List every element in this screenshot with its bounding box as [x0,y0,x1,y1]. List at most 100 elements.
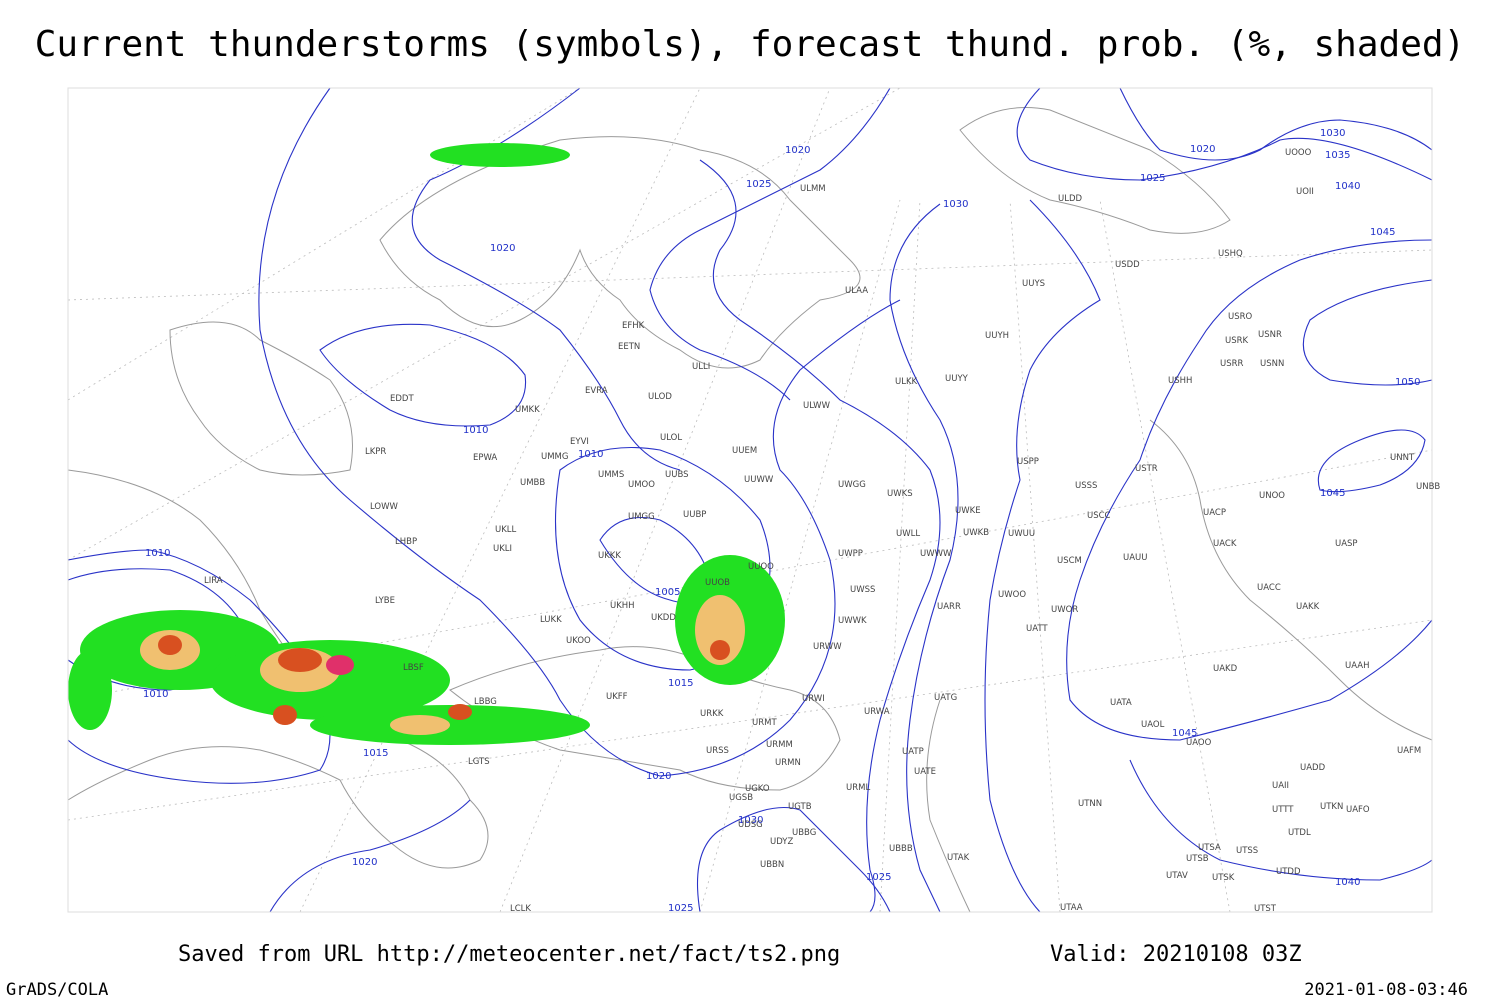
station-label: UWPP [838,549,863,559]
thunderstorm-shading [68,143,785,745]
station-label: UADD [1300,763,1326,773]
isobar-label: 1020 [1190,144,1215,155]
isobar-label: 1040 [1335,181,1360,192]
station-label: UTNN [1078,799,1102,809]
station-label: LGTS [468,757,490,767]
station-label: UUYH [985,331,1009,341]
station-label: UMKK [515,405,540,415]
station-label: UMBB [520,478,545,488]
station-label: LKPR [365,447,386,457]
station-label: EDDT [390,394,414,404]
isobar-label: 1030 [1320,128,1345,139]
station-label: UAFM [1397,746,1421,756]
isobar-label: 1030 [943,199,968,210]
station-label: UNOO [1259,491,1285,501]
station-label: EPWA [473,453,497,463]
station-label: LHBP [395,537,417,547]
station-label: EETN [618,342,640,352]
station-label: UMOO [628,480,655,490]
station-label: UAKD [1213,664,1238,674]
source-url: Saved from URL http://meteocenter.net/fa… [178,942,840,967]
station-label: UWKE [955,506,981,516]
isobar-label: 1015 [668,678,693,689]
station-label: UWKB [963,528,989,538]
station-label: UUEM [732,446,757,456]
station-label: UATG [934,693,957,703]
station-label: UARR [937,602,961,612]
coastlines [67,107,1433,913]
station-label: UKDD [651,613,676,623]
station-label: EFHK [622,321,645,331]
isobar-label: 1005 [655,587,680,598]
station-label: ULMM [800,184,826,194]
station-label: EYVI [570,437,589,447]
station-label: URWI [802,694,825,704]
isobar-label: 1045 [1370,227,1395,238]
station-label: USNR [1258,330,1282,340]
station-label: URMN [775,758,801,768]
station-label: UTAK [947,853,970,863]
station-label: ULWW [803,401,831,411]
station-label: USRO [1228,312,1253,322]
station-label: UATA [1110,698,1132,708]
graticule [67,87,1433,913]
station-label: UNNT [1390,453,1415,463]
station-label: LYBE [375,596,395,606]
station-label: LCLK [510,904,531,914]
station-label: UAAH [1345,661,1369,671]
station-label: UWOO [998,590,1026,600]
station-label: URSS [706,746,729,756]
station-label: ULLI [692,362,710,372]
station-label: UDSG [738,820,763,830]
station-label: UWWW [920,549,952,559]
station-label: UAII [1272,781,1289,791]
station-label: UTST [1254,904,1277,914]
station-label: USCC [1087,511,1111,521]
station-label: URMM [766,740,793,750]
isobar-label: 1035 [1325,150,1350,161]
isobar-label: 1020 [490,243,515,254]
station-label: UTSS [1236,846,1258,856]
station-label: UUYY [945,374,969,384]
station-label: UWUU [1008,529,1035,539]
station-label: UAUU [1123,553,1147,563]
station-label: UGKO [745,784,770,794]
station-label: UUYS [1022,279,1045,289]
station-label: UGTB [788,802,812,812]
station-label: URML [846,783,870,793]
station-label: URWA [864,707,890,717]
station-label: UWGG [838,480,866,490]
station-label: LBSF [403,663,424,673]
station-label: UTDD [1276,867,1301,877]
station-label: UTSK [1212,873,1235,883]
station-label: UTTT [1272,805,1294,815]
station-label: UASP [1335,539,1358,549]
isobar-label: 1010 [578,449,603,460]
station-label: USDD [1115,260,1140,270]
isobar-label: 1025 [866,872,891,883]
isobar-label: 1010 [145,548,170,559]
isobar-label: 1020 [785,145,810,156]
station-label: USSS [1075,481,1097,491]
station-label: UTSB [1186,854,1209,864]
isobar-label: 1010 [143,689,168,700]
station-label: ULOD [648,392,672,402]
station-label: UMMS [598,470,624,480]
station-label: ULDD [1058,194,1083,204]
isobar-label: 1040 [1335,877,1360,888]
isobar-label: 1020 [646,771,671,782]
station-label: UUWW [744,475,774,485]
station-label: UBBB [889,844,913,854]
station-label: USHH [1168,376,1192,386]
station-label: UOII [1296,187,1314,197]
isobar-label: 1015 [363,748,388,759]
isobar-label: 1020 [352,857,377,868]
station-label: UAOO [1186,738,1212,748]
station-label: ULOL [660,433,682,443]
station-label: USNN [1260,359,1284,369]
station-label: EVRA [585,386,608,396]
station-label: UKFF [606,692,628,702]
station-label: UATP [902,747,924,757]
station-label: UKLL [495,525,517,535]
station-label: UUOB [705,578,730,588]
